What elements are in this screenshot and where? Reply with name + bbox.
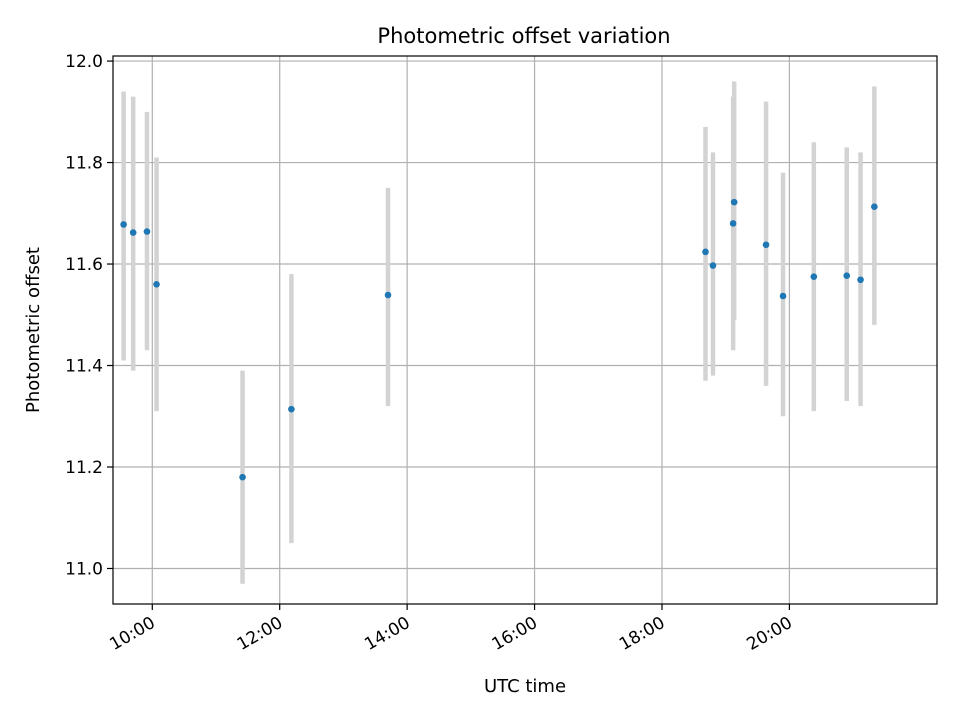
y-tick-label: 12.0 <box>65 52 103 72</box>
data-point <box>143 228 151 235</box>
data-point <box>129 229 137 236</box>
data-point <box>779 292 787 300</box>
data-point <box>843 272 851 280</box>
data-point <box>810 273 818 281</box>
y-axis-label: Photometric offset <box>23 247 44 413</box>
y-tick-label: 11.0 <box>65 559 103 579</box>
chart-title: Photometric offset variation <box>377 24 670 48</box>
data-point <box>120 221 127 228</box>
data-point <box>709 262 717 269</box>
data-point <box>239 473 246 481</box>
x-axis-label: UTC time <box>484 676 566 697</box>
plot-frame <box>112 55 938 605</box>
data-point <box>384 291 392 299</box>
data-point <box>857 276 864 284</box>
data-point <box>762 241 770 249</box>
y-tick-label: 11.6 <box>65 255 103 275</box>
data-point <box>730 198 738 206</box>
y-tick-label: 11.4 <box>65 357 103 377</box>
y-tick-label: 11.8 <box>65 154 103 174</box>
data-point <box>871 203 878 210</box>
data-point <box>153 281 160 288</box>
data-points <box>120 198 878 481</box>
grid <box>113 56 937 604</box>
y-axis: 11.0 11.2 11.4 11.6 11.8 12.0 <box>65 52 113 579</box>
data-point <box>288 405 295 413</box>
data-point <box>729 220 737 227</box>
y-tick-label: 11.2 <box>65 458 103 478</box>
data-point <box>702 248 709 256</box>
